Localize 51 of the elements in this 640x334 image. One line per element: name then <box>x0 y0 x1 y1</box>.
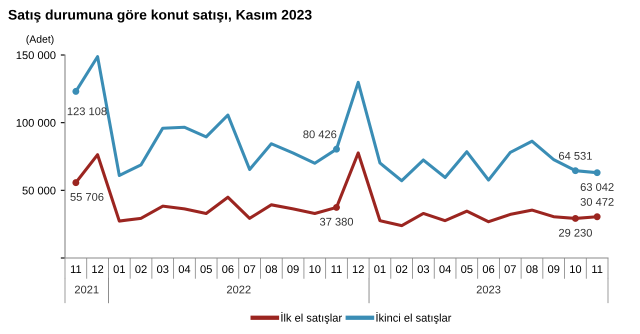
y-axis-title: (Adet) <box>26 35 54 45</box>
x-tick-label: 01 <box>114 265 125 274</box>
x-tick-label: 07 <box>244 265 256 274</box>
x-tick-label: 06 <box>482 265 494 274</box>
x-tick-label: 07 <box>504 265 516 274</box>
x-tick-label: 05 <box>461 265 473 274</box>
point <box>333 146 340 153</box>
x-tick-label: 02 <box>396 265 408 274</box>
data-label: 55 706 <box>70 193 104 201</box>
x-tick-label: 03 <box>418 265 430 274</box>
x-tick-label: 04 <box>439 265 451 274</box>
text: 2022 <box>226 286 251 294</box>
x-tick-label: 12 <box>92 265 104 273</box>
x-tick-label: 11 <box>592 265 602 273</box>
chart-title: Satış durumuna göre konut satışı, Kasım 2023 <box>8 9 312 23</box>
data-label: 30 472 <box>580 198 614 206</box>
point <box>72 179 80 186</box>
x-tick-label: 02 <box>135 265 147 274</box>
point <box>572 167 579 174</box>
data-label: 37 380 <box>320 218 354 226</box>
point <box>572 214 579 222</box>
point <box>594 213 601 220</box>
y-tick-label: 150 000 <box>16 51 56 60</box>
data-label: 63 042 <box>580 183 614 191</box>
legend-label: İlk el satışlar <box>281 312 342 324</box>
x-tick-label: 03 <box>156 265 168 274</box>
point <box>72 88 80 95</box>
x-tick-label: 10 <box>570 265 582 274</box>
x-tick-label: 05 <box>200 265 212 274</box>
x-tick-label: 01 <box>374 265 386 274</box>
y-tick-label: 100 000 <box>16 118 56 127</box>
point <box>594 169 601 176</box>
data-label: 64 531 <box>558 152 592 160</box>
data-label: 123 108 <box>68 107 107 116</box>
y-tick-label: 50 000 <box>22 186 56 194</box>
x-tick-label: 08 <box>526 265 538 274</box>
x-tick-label: 06 <box>222 265 234 274</box>
data-label: 80 426 <box>303 130 336 138</box>
x-tick-label: 04 <box>178 265 190 274</box>
x-tick-label: 08 <box>266 265 278 274</box>
point <box>333 204 340 211</box>
x-tick-label: 10 <box>309 265 321 274</box>
x-tick-label: 11 <box>332 265 342 273</box>
x-tick-label: 12 <box>352 265 364 273</box>
x-tick-label: 09 <box>287 265 299 274</box>
x-tick-label: 11 <box>70 265 82 273</box>
text: 2023 <box>476 286 500 294</box>
x-tick-label: 09 <box>548 265 560 274</box>
legend-label: İkinci el satışlar <box>376 312 452 324</box>
text: 2021 <box>74 286 99 294</box>
data-label: 29 230 <box>558 228 592 237</box>
